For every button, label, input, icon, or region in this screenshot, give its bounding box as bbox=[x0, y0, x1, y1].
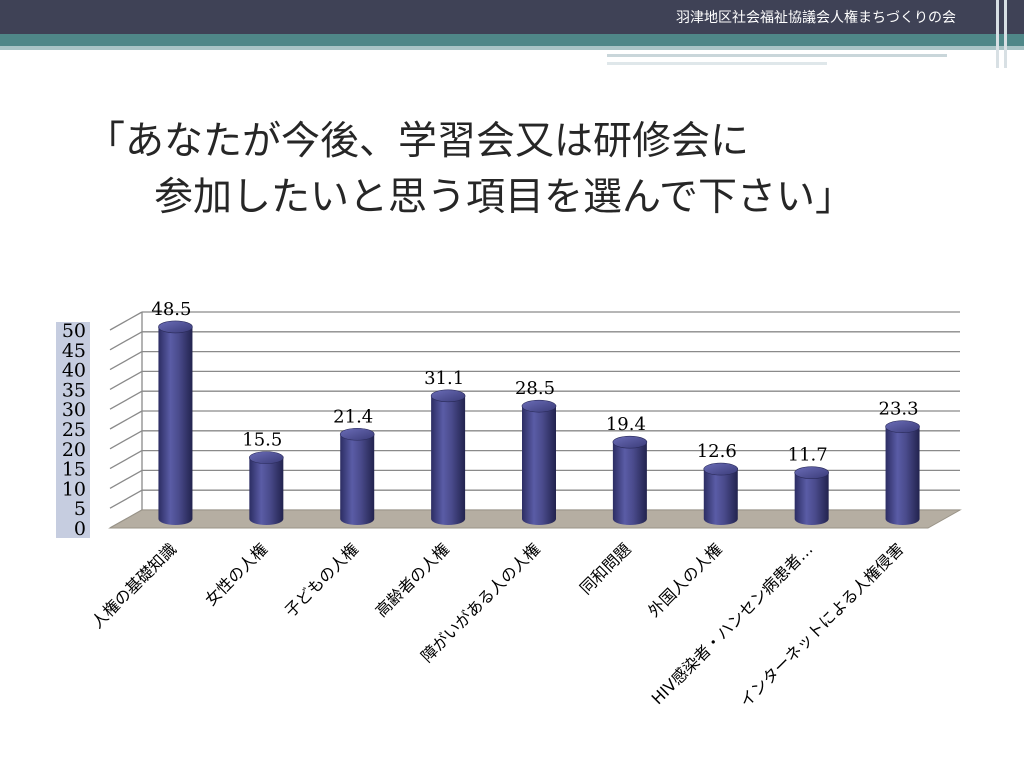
bar bbox=[339, 427, 375, 525]
header-bar bbox=[0, 0, 1024, 34]
y-tick-label: 20 bbox=[62, 439, 86, 461]
bar bbox=[794, 466, 829, 525]
bar-body bbox=[249, 457, 284, 525]
category-label: 女性の人権 bbox=[201, 539, 271, 609]
bars bbox=[158, 320, 920, 525]
gridline-depth bbox=[109, 430, 143, 450]
gridline-depth bbox=[109, 311, 143, 331]
y-axis-label-background bbox=[56, 322, 90, 538]
category-label: 高齢者の人権 bbox=[372, 539, 453, 620]
slide-title: 「あなたが今後、学習会又は研修会に 参加したいと思う項目を選んで下さい」 bbox=[86, 114, 854, 226]
gridline-depth bbox=[109, 489, 143, 509]
slide-title-line1: 「あなたが今後、学習会又は研修会に bbox=[86, 119, 750, 164]
gridline-depth bbox=[109, 450, 143, 470]
y-tick-label: 50 bbox=[62, 320, 86, 342]
y-tick-label: 45 bbox=[62, 340, 86, 362]
y-tick-label: 25 bbox=[62, 419, 86, 441]
bar-body bbox=[522, 406, 556, 525]
category-label: HIV感染者・ハンセン病患者… bbox=[648, 539, 817, 708]
bar-body bbox=[340, 434, 375, 525]
y-tick-label: 40 bbox=[62, 360, 86, 382]
gridline-depth bbox=[109, 469, 143, 489]
data-label: 48.5 bbox=[151, 299, 191, 320]
y-tick-label: 10 bbox=[62, 478, 86, 500]
header-rule bbox=[607, 54, 947, 57]
gridline-depth bbox=[109, 410, 143, 430]
bar bbox=[612, 435, 648, 525]
bar bbox=[521, 399, 557, 525]
bar-top bbox=[339, 427, 375, 441]
data-label: 11.7 bbox=[788, 445, 828, 466]
bar-body bbox=[885, 426, 920, 525]
category-label: 同和問題 bbox=[576, 539, 635, 598]
data-label: 23.3 bbox=[879, 399, 919, 420]
y-tick-label: 0 bbox=[74, 518, 86, 540]
header-rule bbox=[607, 62, 827, 65]
header-accent-band bbox=[0, 34, 1024, 46]
category-label: 子どもの人権 bbox=[281, 539, 362, 620]
header-accent-stripe bbox=[0, 46, 1024, 50]
category-label: 外国人の人権 bbox=[644, 539, 725, 620]
bar-top bbox=[430, 389, 466, 403]
bar bbox=[249, 451, 284, 525]
data-label: 19.4 bbox=[606, 414, 646, 435]
header-divider bbox=[996, 0, 999, 68]
bar bbox=[703, 462, 739, 525]
gridline-depth bbox=[109, 351, 143, 371]
bar-top bbox=[521, 399, 557, 413]
bar-top bbox=[158, 320, 193, 334]
header-title: 羽津地区社会福祉協議会人権まちづくりの会 bbox=[676, 10, 956, 26]
data-label: 31.1 bbox=[424, 368, 464, 389]
bar-top bbox=[249, 451, 284, 464]
y-tick-label: 5 bbox=[74, 498, 86, 520]
data-label: 15.5 bbox=[242, 430, 282, 451]
bar-top bbox=[885, 420, 920, 434]
bar-body bbox=[431, 395, 466, 525]
y-tick-label: 30 bbox=[62, 399, 86, 421]
bar-top bbox=[794, 466, 829, 479]
data-labels: 48.5 15.5 21.4 31.1 28.5 19.4 12.6 11.7 23.3 bbox=[151, 299, 918, 466]
bar-body bbox=[612, 442, 647, 525]
category-label: インターネットによる人権侵害 bbox=[736, 539, 907, 710]
slide-title-line2: 参加したいと思う項目を選んで下さい」 bbox=[154, 175, 855, 220]
category-label: 人権の基礎知識 bbox=[88, 539, 181, 632]
y-tick-label: 15 bbox=[62, 459, 86, 481]
bar-body bbox=[794, 472, 829, 525]
bar bbox=[158, 320, 193, 525]
bar bbox=[430, 389, 466, 525]
bar bbox=[885, 420, 920, 525]
gridline-depth bbox=[109, 370, 143, 390]
bar-top bbox=[612, 435, 648, 449]
data-label: 12.6 bbox=[697, 441, 737, 462]
gridline-depth bbox=[109, 390, 143, 410]
y-tick-label: 35 bbox=[62, 379, 86, 401]
bar-top bbox=[703, 462, 739, 476]
bar-body bbox=[158, 326, 193, 525]
bar-body bbox=[703, 469, 738, 525]
data-label: 28.5 bbox=[515, 378, 555, 399]
header-divider bbox=[1004, 0, 1007, 68]
gridline-depth bbox=[109, 331, 143, 351]
data-label: 21.4 bbox=[333, 406, 373, 427]
